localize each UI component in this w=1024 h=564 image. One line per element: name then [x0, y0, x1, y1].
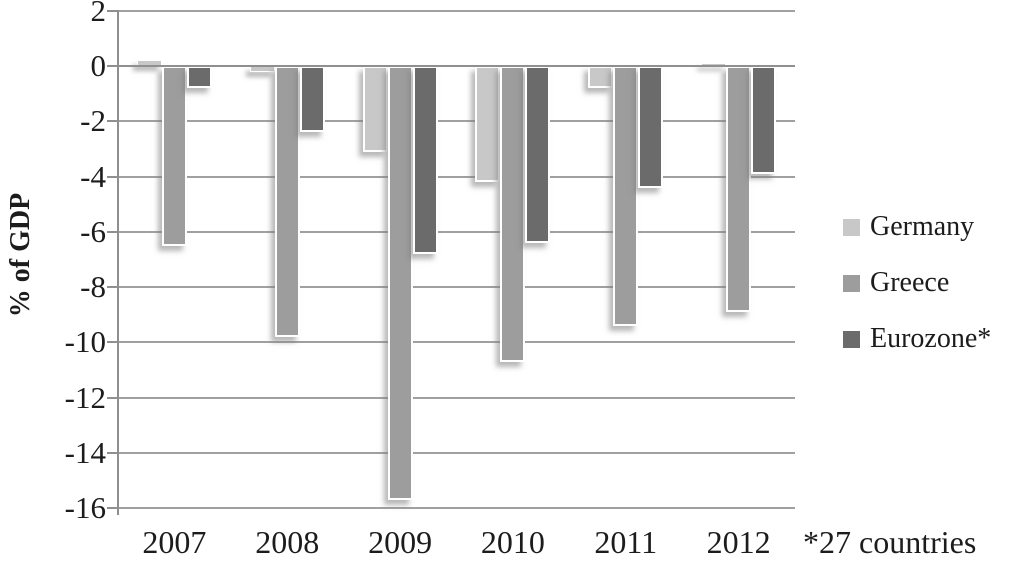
y-axis-tick [107, 230, 118, 233]
bar-greece-2012 [726, 66, 752, 312]
y-tick-label: -4 [80, 158, 106, 194]
y-axis-tick [107, 451, 118, 454]
bar-greece-2010 [500, 66, 526, 362]
gridline [118, 451, 795, 454]
legend-label: Germany [870, 211, 975, 242]
y-tick-label: -12 [64, 379, 106, 415]
y-axis-tick [107, 9, 118, 12]
legend-item-germany: Germany [843, 211, 991, 243]
x-tick-label-2007: 2007 [142, 524, 207, 560]
legend-swatch-greece [843, 274, 860, 292]
legend-label: Eurozone* [870, 323, 992, 354]
y-axis-tick [107, 65, 118, 67]
bar-eurozone-2010 [525, 66, 551, 243]
x-tick-label-2011: 2011 [594, 524, 658, 560]
bar-greece-2007 [161, 66, 187, 246]
gridline [118, 341, 795, 344]
y-axis-tick [107, 175, 118, 178]
gridline [118, 286, 795, 288]
y-axis-tick [107, 286, 118, 288]
legend-swatch-eurozone [843, 330, 860, 348]
legend-item-eurozone: Eurozone* [843, 323, 991, 355]
gridline [118, 396, 795, 399]
y-axis-tick [107, 507, 118, 509]
gridline [118, 507, 795, 509]
bar-germany-2010 [475, 66, 501, 183]
y-tick-label: -6 [80, 213, 106, 249]
legend-item-greece: Greece [843, 267, 991, 299]
bar-germany-2011 [588, 66, 614, 89]
bar-greece-2011 [613, 66, 639, 326]
x-tick-label-2012: 2012 [706, 524, 771, 560]
bar-eurozone-2011 [638, 66, 664, 188]
y-tick-label: 0 [90, 48, 107, 83]
legend-swatch-germany [843, 218, 860, 236]
y-axis-tick [107, 341, 118, 344]
bar-eurozone-2008 [299, 66, 325, 133]
y-tick-label: -8 [80, 269, 106, 304]
bar-eurozone-2012 [751, 66, 777, 174]
footnote: *27 countries [803, 524, 977, 560]
legend: Germany Greece Eurozone* [843, 211, 991, 379]
legend-label: Greece [870, 267, 950, 298]
y-tick-label: 2 [90, 0, 107, 28]
bar-eurozone-2007 [186, 66, 212, 89]
x-tick-label-2008: 2008 [255, 524, 320, 560]
y-tick-label: -2 [80, 103, 106, 139]
gridline [118, 175, 795, 178]
y-tick-label: -10 [64, 324, 106, 360]
bar-eurozone-2009 [412, 66, 438, 254]
y-tick-label: -16 [64, 490, 106, 525]
bar-greece-2009 [387, 66, 413, 500]
gridline [118, 9, 795, 12]
gridline [118, 230, 795, 233]
y-tick-label: -14 [64, 434, 106, 470]
gridline [118, 120, 795, 123]
zero-gridline [118, 65, 795, 67]
y-axis-line [117, 9, 119, 515]
bar-germany-2009 [362, 66, 388, 152]
x-tick-label-2010: 2010 [480, 524, 545, 560]
y-axis-tick [107, 396, 118, 399]
bar-greece-2008 [274, 66, 300, 337]
y-axis-tick [107, 120, 118, 123]
x-tick-label-2009: 2009 [368, 524, 433, 560]
